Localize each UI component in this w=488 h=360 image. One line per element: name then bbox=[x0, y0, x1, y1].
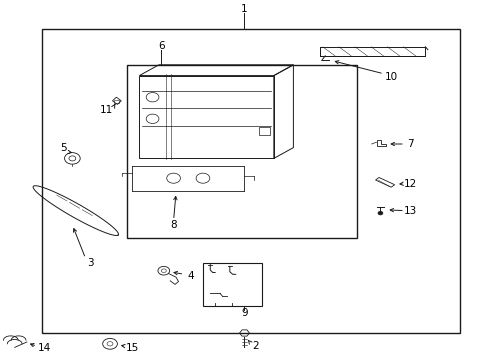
Text: 14: 14 bbox=[37, 343, 51, 353]
Text: 6: 6 bbox=[158, 41, 164, 51]
Text: 11: 11 bbox=[100, 105, 113, 115]
Text: 13: 13 bbox=[403, 206, 417, 216]
Circle shape bbox=[377, 211, 382, 215]
Bar bbox=[41, 29, 459, 333]
Text: 4: 4 bbox=[187, 271, 194, 281]
Text: 10: 10 bbox=[384, 72, 397, 82]
Bar bbox=[127, 65, 356, 238]
Text: 9: 9 bbox=[241, 308, 247, 318]
Text: 12: 12 bbox=[403, 179, 417, 189]
Text: 1: 1 bbox=[241, 4, 247, 14]
Text: 7: 7 bbox=[407, 139, 413, 149]
Text: 15: 15 bbox=[125, 343, 139, 353]
Bar bbox=[203, 263, 261, 306]
Bar bbox=[259, 127, 269, 135]
Text: 8: 8 bbox=[170, 220, 177, 230]
Text: 2: 2 bbox=[252, 341, 259, 351]
Text: 5: 5 bbox=[60, 143, 67, 153]
Text: 3: 3 bbox=[87, 258, 94, 268]
Bar bbox=[114, 100, 119, 103]
